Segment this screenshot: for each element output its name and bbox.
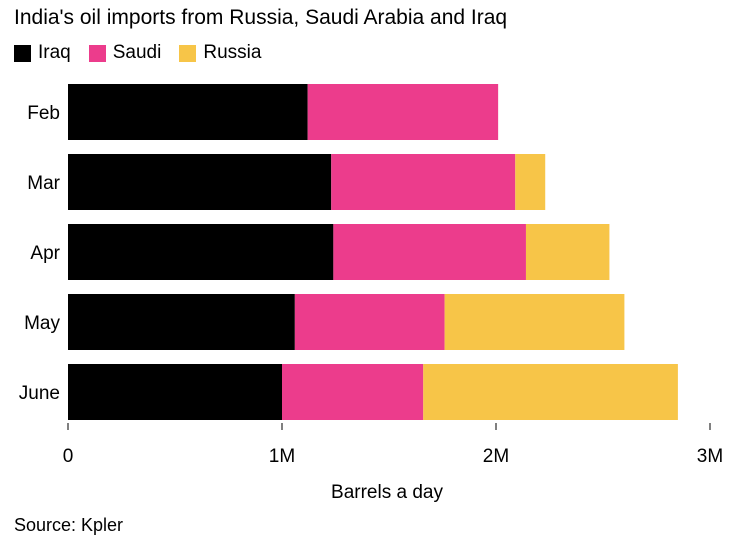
bar-mar-iraq	[68, 154, 332, 210]
bar-apr-saudi	[333, 224, 526, 280]
bar-may-saudi	[294, 294, 445, 350]
legend-label-saudi: Saudi	[112, 42, 162, 63]
bar-feb-iraq	[68, 84, 308, 140]
bar-may-russia	[444, 294, 625, 350]
legend-item-iraq: Iraq	[14, 42, 71, 64]
category-label-mar: Mar	[27, 173, 60, 194]
chart-title: India's oil imports from Russia, Saudi A…	[14, 6, 508, 29]
legend: Iraq Saudi Russia	[14, 42, 279, 64]
x-tick-label: 2M	[483, 446, 509, 467]
bar-june-russia	[423, 364, 678, 420]
bar-apr-russia	[525, 224, 610, 280]
bar-may-iraq	[68, 294, 295, 350]
bar-june-saudi	[282, 364, 424, 420]
bar-mar-saudi	[331, 154, 516, 210]
legend-label-russia: Russia	[203, 42, 262, 63]
x-tick-label: 0	[63, 446, 74, 467]
bar-feb-saudi	[307, 84, 499, 140]
legend-swatch-iraq	[14, 44, 31, 62]
legend-swatch-saudi	[88, 44, 106, 62]
bar-mar-russia	[515, 154, 546, 210]
legend-item-saudi: Saudi	[88, 42, 162, 64]
legend-item-russia: Russia	[179, 42, 261, 64]
category-label-feb: Feb	[27, 103, 60, 124]
bar-apr-iraq	[68, 224, 334, 280]
source-note: Source: Kpler	[14, 515, 124, 535]
bar-june-iraq	[68, 364, 282, 420]
x-tick-label: 3M	[697, 446, 723, 467]
legend-label-iraq: Iraq	[38, 42, 71, 63]
x-axis-label: Barrels a day	[331, 482, 443, 503]
category-label-apr: Apr	[30, 243, 60, 264]
category-label-june: June	[19, 383, 60, 404]
x-tick-label: 1M	[269, 446, 295, 467]
category-label-may: May	[24, 313, 60, 334]
legend-swatch-russia	[179, 44, 197, 62]
